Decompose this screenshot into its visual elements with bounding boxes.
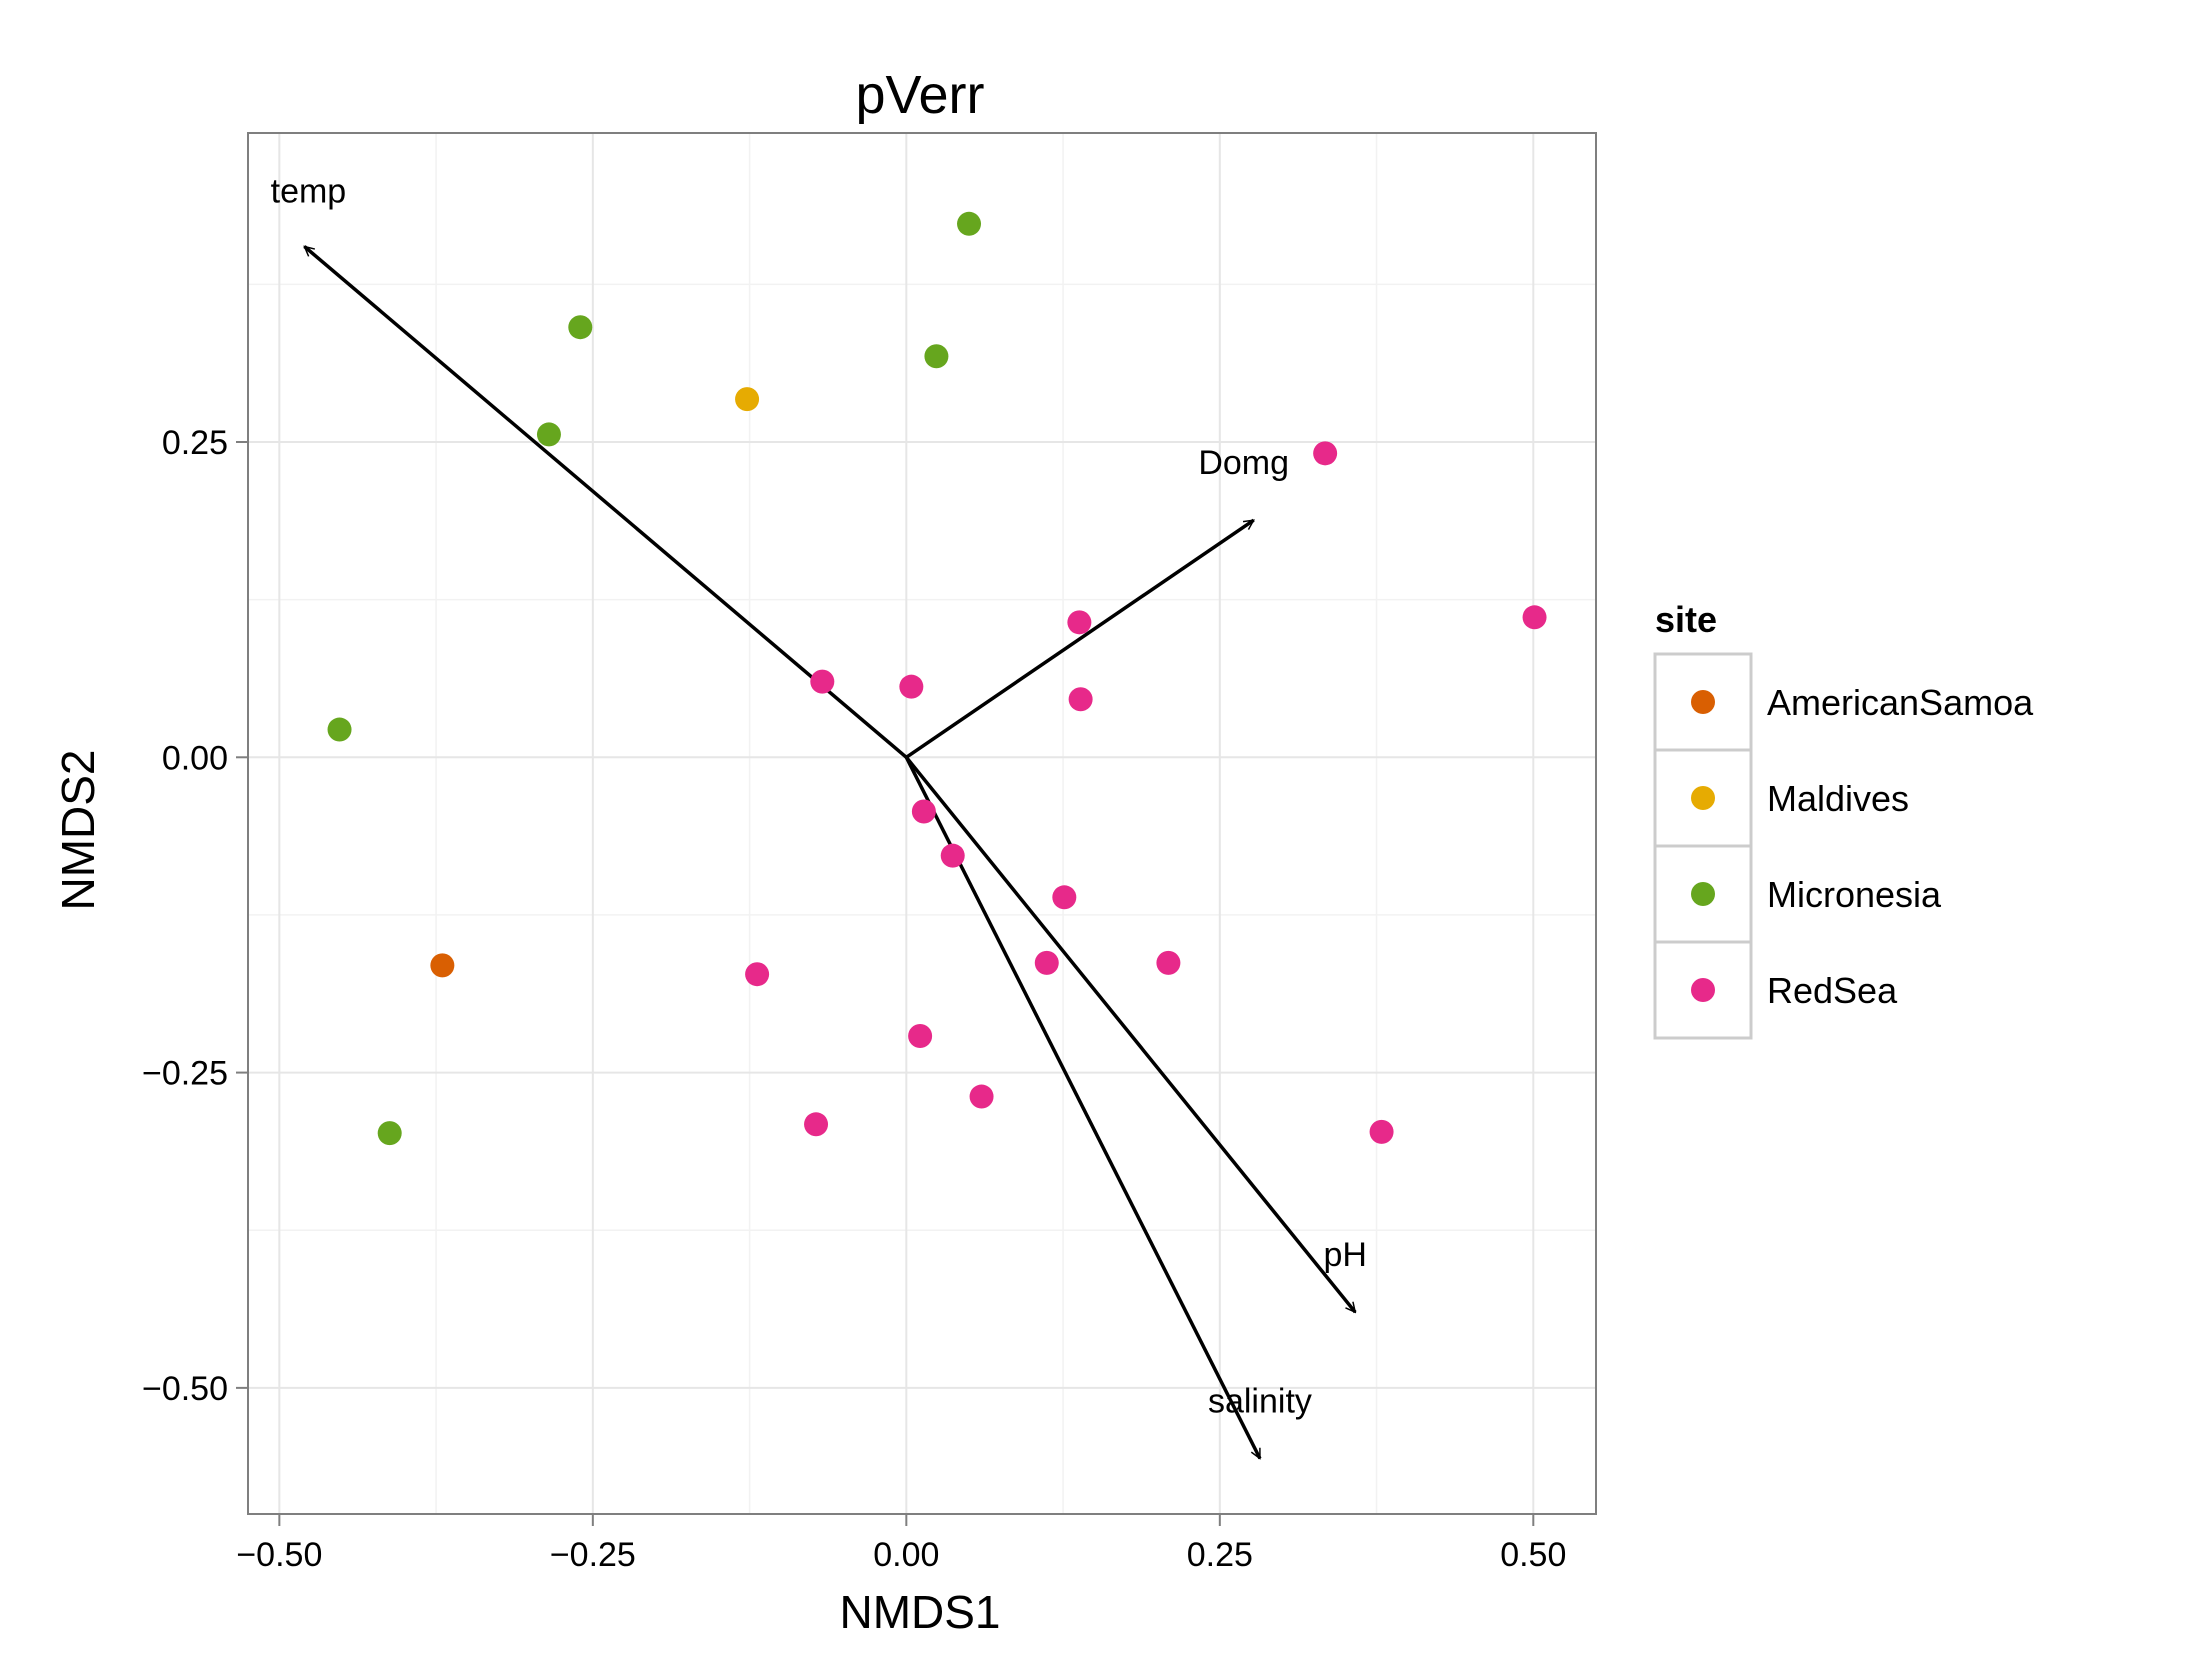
data-point-RedSea xyxy=(969,1084,994,1109)
vector-arrow-Domg xyxy=(905,518,1253,759)
axes: −0.50 −0.25 0.00 0.25 0.50 −0.50 −0.25 0.00 0.25 xyxy=(142,424,1566,1574)
legend-swatch-AmericanSamoa xyxy=(1691,690,1715,714)
y-tick-label: −0.50 xyxy=(142,1370,228,1408)
vector-arrow-pH xyxy=(904,756,1357,1312)
legend-label-RedSea: RedSea xyxy=(1767,970,1898,1011)
data-point-RedSea xyxy=(1067,610,1092,635)
vector-label-pH: pH xyxy=(1324,1236,1367,1274)
data-point-RedSea xyxy=(1156,950,1181,975)
plot-border xyxy=(247,132,1597,1515)
vector-label-salinity: salinity xyxy=(1208,1383,1312,1421)
environmental-vectors: temp Domg pH salinity xyxy=(271,173,1367,1459)
y-tick-label: −0.25 xyxy=(142,1055,228,1093)
data-point-Micronesia xyxy=(924,344,949,369)
legend-label-Micronesia: Micronesia xyxy=(1767,874,1942,915)
x-tick-label: −0.25 xyxy=(550,1536,636,1574)
chart-title: pVerr xyxy=(855,65,984,125)
data-point-AmericanSamoa xyxy=(430,953,455,978)
legend-swatch-RedSea xyxy=(1691,978,1715,1002)
data-point-RedSea xyxy=(1034,950,1059,975)
y-axis-label: NMDS2 xyxy=(52,749,104,910)
x-tick-label: 0.25 xyxy=(1187,1536,1253,1574)
data-point-RedSea xyxy=(1052,885,1077,910)
legend: site AmericanSamoa Maldives Micronesia RedS… xyxy=(1653,599,2034,1040)
data-point-Micronesia xyxy=(536,422,561,447)
grid-lines xyxy=(248,133,1596,1514)
legend-swatch-Maldives xyxy=(1691,786,1715,810)
data-point-RedSea xyxy=(1369,1119,1394,1144)
data-point-RedSea xyxy=(899,674,924,699)
legend-label-AmericanSamoa: AmericanSamoa xyxy=(1767,682,2034,723)
x-tick-label: −0.50 xyxy=(236,1536,322,1574)
data-point-RedSea xyxy=(911,799,936,824)
legend-label-Maldives: Maldives xyxy=(1767,778,1909,819)
data-point-Maldives xyxy=(735,387,760,412)
data-point-Micronesia xyxy=(568,315,593,340)
x-axis-label: NMDS1 xyxy=(839,1586,1000,1638)
vector-label-Domg: Domg xyxy=(1198,444,1289,482)
data-point-RedSea xyxy=(810,669,835,694)
data-point-RedSea xyxy=(1313,441,1338,466)
data-point-RedSea xyxy=(908,1024,933,1049)
data-point-RedSea xyxy=(1522,605,1547,630)
legend-swatch-Micronesia xyxy=(1691,882,1715,906)
y-tick-label: 0.00 xyxy=(162,739,228,777)
x-tick-label: 0.50 xyxy=(1500,1536,1566,1574)
vector-arrow-temp xyxy=(304,245,908,759)
plot-panel xyxy=(248,133,1596,1514)
x-tick-label: 0.00 xyxy=(873,1536,939,1574)
vector-label-temp: temp xyxy=(271,173,347,211)
vector-arrow-salinity xyxy=(904,756,1262,1458)
data-point-Micronesia xyxy=(327,717,352,742)
site-points xyxy=(327,211,1547,1146)
data-point-RedSea xyxy=(804,1112,829,1137)
data-point-Micronesia xyxy=(377,1121,402,1146)
legend-title: site xyxy=(1655,599,1717,640)
data-point-RedSea xyxy=(745,962,770,987)
data-point-RedSea xyxy=(940,843,965,868)
y-tick-label: 0.25 xyxy=(162,424,228,462)
data-point-Micronesia xyxy=(957,211,982,236)
data-point-RedSea xyxy=(1068,687,1093,712)
